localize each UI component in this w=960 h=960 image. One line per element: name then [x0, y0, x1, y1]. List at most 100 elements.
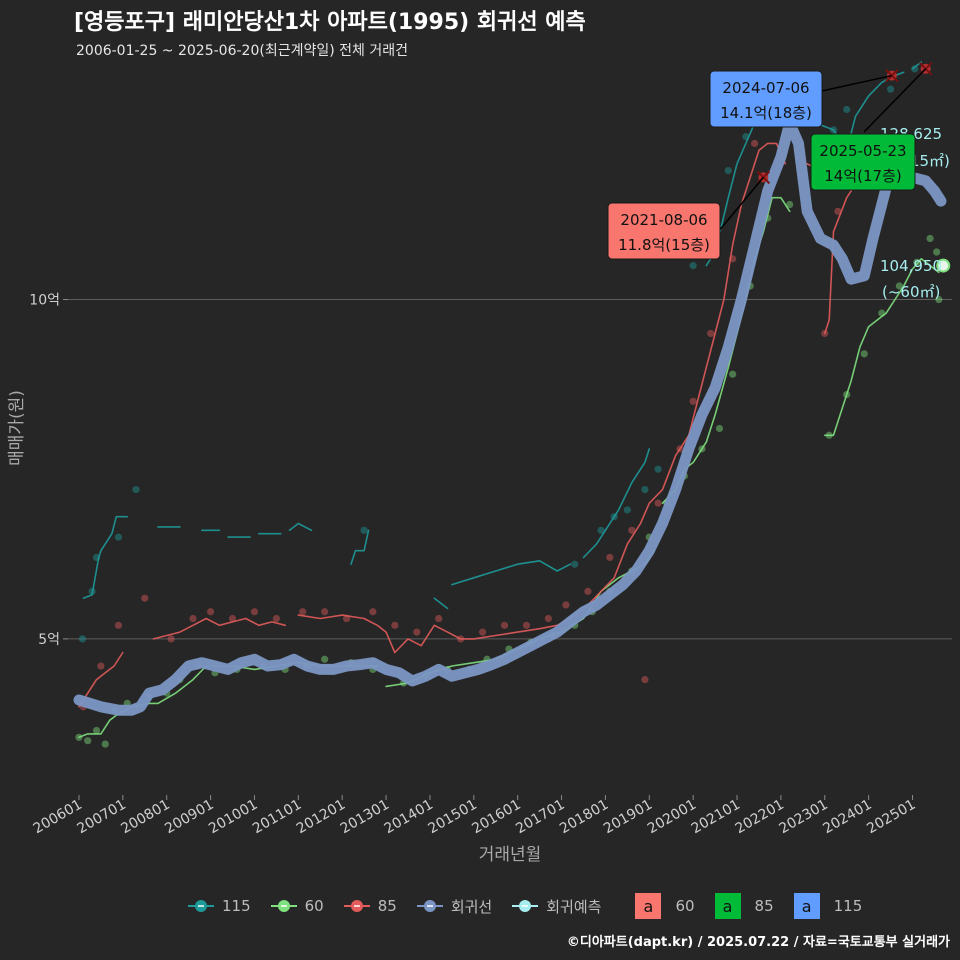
scatter-point-115 [641, 485, 649, 494]
series-line-85 [297, 142, 787, 654]
scatter-point-85 [413, 628, 421, 636]
x-tick-label-14: 202001 [645, 797, 699, 838]
scatter-point-85 [544, 614, 552, 623]
scatter-point-85 [97, 662, 105, 670]
series-line-115 [582, 448, 651, 559]
x-tick-label-16: 202201 [733, 797, 787, 838]
x-tick-label-2: 200801 [118, 797, 172, 838]
scatter-point-115 [911, 65, 919, 73]
label-key-85-icon: a [714, 893, 741, 919]
legend-key-85-icon [343, 896, 370, 916]
series-line-115 [350, 529, 370, 566]
legend-label-60: 60 [304, 897, 324, 915]
scatter-point-60 [933, 248, 941, 256]
series-line-115 [82, 515, 128, 600]
scatter-point-115 [114, 533, 123, 541]
annotation-leader [863, 68, 927, 133]
annotation-label-1: 2024-07-06 14.1억(18층) [709, 70, 893, 128]
scatter-point-85 [584, 587, 592, 595]
scatter-point-85 [500, 621, 509, 629]
chart-title: [영등포구] 래미안당산1차 아파트(1995) 회귀선 예측 [74, 10, 586, 35]
scatter-point-85 [654, 499, 662, 507]
x-tick-label-17: 202301 [776, 797, 830, 838]
scatter-point-85 [707, 329, 715, 338]
scatter-point-85 [606, 553, 614, 562]
scatter-point-85 [834, 207, 842, 215]
legend-item-115[interactable]: 115 [188, 896, 251, 916]
scatter-point-85 [628, 526, 636, 534]
x-tick-label-6: 201201 [294, 797, 348, 838]
annotation-box [607, 202, 721, 260]
annotation-date: 2021-08-06 [620, 211, 707, 229]
scatter-point-60 [729, 370, 737, 378]
scatter-point-85 [167, 635, 175, 643]
y-axis-title: 매매가(원) [7, 390, 27, 466]
x-tick-label-5: 201101 [250, 797, 304, 838]
x-tick-label-0: 200601 [31, 797, 85, 838]
legend-key-115-icon [188, 896, 214, 916]
x-tick-label-13: 201901 [601, 797, 655, 838]
annotation-price: 14억(17층) [824, 167, 901, 185]
legend-label-85: 85 [377, 897, 397, 915]
label-key-60-icon: a [635, 893, 662, 919]
x-tick-label-15: 202101 [689, 797, 743, 838]
scatter-point-115 [724, 166, 732, 175]
scatter-point-60 [860, 350, 868, 358]
x-axis-title: 거래년월 [479, 845, 542, 865]
scatter-point-115 [597, 526, 605, 534]
scatter-point-85 [250, 608, 259, 616]
legend-item-forecast[interactable]: 회귀예측 [512, 896, 601, 917]
scatter-point-115 [132, 485, 140, 494]
scatter-point-85 [435, 614, 443, 623]
legend-label-trend: 회귀선 [450, 897, 493, 916]
scatter-point-115 [571, 560, 579, 568]
scatter-point-85 [272, 614, 280, 623]
scatter-point-115 [654, 465, 662, 473]
label-key-85-text: 85 [754, 897, 774, 915]
scatter-point-60 [895, 282, 903, 290]
x-tick-label-3: 200901 [162, 797, 216, 838]
source-caption: ©디아파트(dapt.kr) / 2025.07.22 / 자료=국토교통부 실… [566, 935, 950, 950]
annotation-label-2: 2025-05-23 14억(17층) [810, 68, 927, 191]
scatter-point-85 [189, 614, 197, 623]
scatter-point-60 [92, 726, 101, 735]
forecast-value-1: 104,950 [880, 257, 942, 275]
x-tick-label-19: 202501 [864, 797, 918, 838]
series-line-115 [433, 597, 449, 610]
scatter-point-85 [228, 614, 237, 623]
annotation-date: 2025-05-23 [819, 142, 906, 160]
series-line-115 [288, 522, 313, 532]
scatter-point-85 [114, 621, 123, 629]
scatter-point-115 [843, 105, 851, 114]
series-line-60 [385, 549, 655, 688]
x-tick-label-1: 200701 [75, 797, 129, 838]
legend-label-115: 115 [222, 897, 251, 915]
chart-subtitle: 2006-01-25 ~ 2025-06-20(최근계약일) 전체 거래건 [76, 43, 408, 59]
y-tick-label-1: 10억 [29, 293, 60, 309]
label-key-60-text: 60 [675, 897, 695, 915]
scatter-point-115 [360, 526, 368, 534]
legend-key-forecast-icon [512, 896, 539, 916]
legend-item-60[interactable]: 60 [270, 896, 324, 916]
scatter-point-60 [926, 234, 934, 243]
scatter-point-85 [141, 594, 149, 602]
x-tick-label-8: 201401 [382, 797, 436, 838]
annotation-price: 14.1억(18층) [720, 104, 812, 122]
scatter-point-85 [562, 601, 570, 609]
x-tick-label-11: 201701 [513, 797, 567, 838]
annotation-box [810, 133, 916, 191]
scatter-point-85 [689, 397, 697, 405]
series-line-115 [451, 559, 572, 586]
label-key-115-text: 115 [833, 897, 863, 915]
forecast-area-1: (~60㎡) [882, 283, 940, 301]
series-line-60 [823, 257, 940, 437]
legend-label-forecast: 회귀예측 [546, 897, 602, 916]
scatter-point-60 [715, 424, 724, 433]
legend-item-trend[interactable]: 회귀선 [416, 896, 493, 917]
x-tick-label-18: 202401 [820, 797, 874, 838]
scatter-point-60 [101, 740, 109, 748]
legend-item-85[interactable]: 85 [343, 896, 397, 916]
scatter-point-115 [886, 85, 895, 93]
scatter-point-85 [321, 608, 329, 616]
